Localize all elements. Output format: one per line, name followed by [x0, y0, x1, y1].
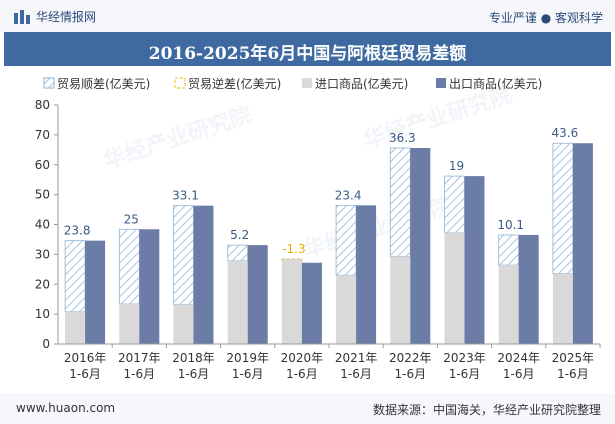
export-bar	[572, 143, 593, 344]
trade-surplus-bar	[173, 205, 194, 305]
x-tick-label: 1-6月	[503, 367, 535, 381]
tagline: 专业严谨 ● 客观科学	[488, 11, 603, 25]
chart-title: 2016-2025年6月中国与阿根廷贸易差额	[148, 44, 467, 64]
x-tick-label: 2021年	[335, 351, 378, 365]
y-tick-label: 60	[35, 158, 50, 172]
data-labels: 23.8 25 33.1 5.2 -1.3 23.4 36.3 19 10.1 43.6	[64, 126, 579, 256]
y-tick-label: 20	[35, 277, 50, 291]
balance-label: 33.1	[172, 189, 199, 203]
export-bar	[410, 148, 431, 344]
footer-url[interactable]: www.huaon.com	[16, 401, 116, 415]
x-tick-label: 2017年	[118, 351, 161, 365]
y-tick-label: 70	[35, 128, 50, 142]
trade-surplus-bar	[118, 228, 140, 305]
x-tick-label: 2024年	[497, 351, 540, 365]
x-tick-label: 2023年	[443, 351, 486, 365]
footer: www.huaon.com 数据来源：中国海关，华经产业研究院整理	[0, 393, 615, 424]
import-bar	[173, 304, 194, 344]
balance-label: 5.2	[230, 228, 249, 242]
y-axis: 0 10 20 30 40 50 60 70 80	[35, 98, 59, 351]
legend-label: 贸易逆差(亿美元)	[188, 76, 281, 91]
import-bar	[552, 273, 573, 344]
export-bar	[247, 245, 268, 344]
import-bar	[444, 232, 465, 344]
x-tick-label: 1-6月	[449, 367, 481, 381]
y-tick-label: 0	[42, 337, 50, 351]
x-tick-label: 1-6月	[557, 367, 589, 381]
trade-surplus-bar	[64, 240, 86, 313]
legend-swatch	[174, 77, 186, 89]
x-tick-label: 1-6月	[286, 367, 318, 381]
balance-label: 10.1	[497, 218, 524, 232]
y-tick-label: 30	[35, 247, 50, 261]
balance-label: 36.3	[389, 131, 416, 145]
trade-surplus-bar	[498, 234, 520, 266]
x-tick-label: 2022年	[389, 351, 432, 365]
x-tick-label: 1-6月	[123, 367, 155, 381]
trade-surplus-bar	[444, 175, 465, 234]
trade-surplus-bar	[227, 244, 249, 262]
trade-surplus-bar	[335, 204, 357, 276]
export-bar	[85, 240, 106, 344]
x-tick-label: 2019年	[226, 351, 269, 365]
legend-swatch	[302, 78, 312, 88]
trade-surplus-bar	[389, 147, 411, 257]
logo-icon	[14, 9, 30, 24]
balance-label: 23.8	[64, 224, 91, 238]
x-tick-label: 2020年	[281, 351, 324, 365]
legend-swatch	[436, 78, 446, 88]
title-bar: 2016-2025年6月中国与阿根廷贸易差额	[4, 32, 611, 66]
legend: 贸易顺差(亿美元) 贸易逆差(亿美元) 进口商品(亿美元) 出口商品(亿美元)	[43, 76, 542, 91]
import-bar	[336, 275, 357, 344]
x-tick-label: 1-6月	[69, 367, 101, 381]
x-tick-label: 2016年	[64, 351, 107, 365]
balance-label: 19	[449, 159, 464, 173]
site-name: 华经情报网	[36, 10, 97, 24]
x-tick-label: 1-6月	[232, 367, 264, 381]
trade-surplus-bar	[552, 142, 574, 274]
x-tick-label: 1-6月	[394, 367, 426, 381]
import-bar	[390, 256, 411, 344]
footer-source: 数据来源：中国海关，华经产业研究院整理	[372, 403, 601, 417]
y-tick-label: 10	[35, 307, 50, 321]
chart: 贸易顺差(亿美元) 贸易逆差(亿美元) 进口商品(亿美元) 出口商品(亿美元) 0 10…	[35, 76, 601, 381]
logo[interactable]: 华经情报网	[14, 8, 96, 25]
x-tick-label: 2025年	[552, 351, 595, 365]
export-bar	[193, 205, 214, 344]
import-bar	[119, 303, 140, 344]
balance-label: -1.3	[282, 242, 305, 256]
balance-label: 25	[124, 212, 139, 226]
legend-label: 出口商品(亿美元)	[449, 76, 542, 91]
y-tick-label: 80	[35, 98, 50, 112]
legend-label: 进口商品(亿美元)	[315, 76, 408, 91]
top-bar: 华经情报网 专业严谨 ● 客观科学	[0, 0, 615, 32]
x-axis: 2016年 1-6月 2017年 1-6月 2018年 1-6月 2019年 1-6月 2020…	[58, 343, 601, 381]
y-tick-label: 50	[35, 188, 50, 202]
import-bar	[65, 311, 86, 344]
balance-label: 23.4	[335, 188, 362, 202]
x-tick-label: 1-6月	[340, 367, 372, 381]
import-bar	[281, 258, 302, 344]
x-tick-label: 2018年	[172, 351, 215, 365]
legend-label: 贸易顺差(亿美元)	[57, 76, 150, 91]
export-bar	[139, 229, 160, 344]
import-bar	[498, 265, 519, 344]
import-bar	[227, 260, 248, 344]
y-tick-label: 40	[35, 218, 50, 232]
x-tick-label: 1-6月	[178, 367, 210, 381]
legend-swatch	[43, 77, 55, 89]
export-bar	[301, 262, 322, 344]
export-bar	[518, 234, 539, 344]
export-bar	[464, 176, 485, 344]
bars	[64, 142, 593, 344]
balance-label: 43.6	[552, 126, 579, 140]
export-bar	[356, 205, 377, 344]
